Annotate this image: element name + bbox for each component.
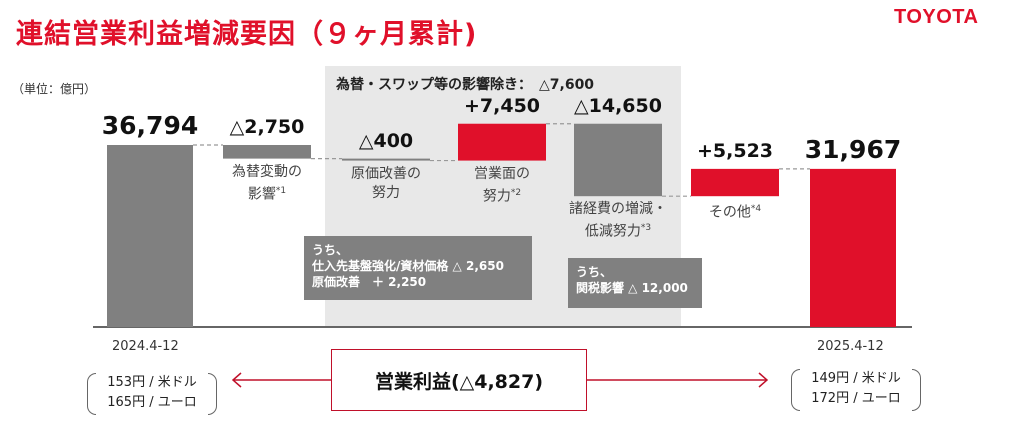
bar-category-label: 為替変動の 影響*1 — [232, 163, 302, 203]
bar-value-label: 31,967 — [804, 134, 902, 164]
bar-category-label: 営業面の 努力*2 — [474, 165, 530, 205]
bar-value-label: 36,794 — [101, 111, 199, 140]
end-period: 2025.4-12 — [817, 339, 884, 354]
bar-category-label: 原価改善の 努力 — [351, 165, 421, 201]
waterfall-bar — [107, 145, 193, 327]
expense-note-line: 関税影響 △ 12,000 — [576, 281, 688, 295]
rate-eur: 165円 / ユーロ — [107, 395, 197, 410]
cost-note-line: うち、 — [312, 243, 349, 257]
operating-profit-change: 営業利益(△4,827) — [331, 349, 587, 411]
bar-value-label: △400 — [358, 129, 414, 152]
rate-eur: 172円 / ユーロ — [811, 391, 901, 406]
expense-note-box: うち、 関税影響 △ 12,000 — [568, 258, 702, 308]
start-fx-rates: 153円 / 米ドル 165円 / ユーロ — [87, 373, 217, 415]
waterfall-bar — [342, 158, 430, 161]
end-fx-rates: 149円 / 米ドル 172円 / ユーロ — [791, 369, 921, 411]
fx-excluded-label: 為替・スワップ等の影響除き： △7,600 — [336, 77, 595, 93]
waterfall-bar — [574, 123, 662, 197]
unit-label: （単位：億円） — [12, 82, 97, 96]
rate-usd: 153円 / 米ドル — [107, 375, 197, 390]
bar-value-label: +5,523 — [696, 139, 774, 162]
waterfall-bar — [691, 168, 779, 197]
bar-category-label: その他*4 — [708, 204, 762, 221]
cost-note-line: 仕入先基盤強化/資材価格 △ 2,650 — [312, 259, 504, 273]
waterfall-bar — [458, 123, 546, 161]
bar-category-label: 諸経費の増減・ 低減努力*3 — [569, 201, 667, 240]
bar-value-label: +7,450 — [463, 94, 541, 117]
page-title: 連結営業利益増減要因（９ヶ月累計) — [16, 19, 478, 50]
rate-usd: 149円 / 米ドル — [811, 371, 901, 386]
waterfall-bar — [223, 145, 311, 159]
waterfall-bar — [810, 168, 896, 327]
cost-note-line: 原価改善 ＋ 2,250 — [312, 275, 427, 289]
start-period: 2024.4-12 — [112, 339, 179, 354]
bar-value-label: △2,750 — [229, 116, 305, 138]
expense-note-line: うち、 — [576, 265, 613, 279]
bar-value-label: △14,650 — [574, 94, 662, 117]
toyota-logo: TOYOTA — [894, 6, 979, 28]
cost-note-box: うち、 仕入先基盤強化/資材価格 △ 2,650 原価改善 ＋ 2,250 — [304, 236, 532, 300]
